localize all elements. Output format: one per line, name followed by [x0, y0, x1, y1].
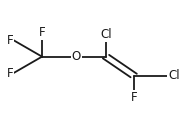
Text: F: F — [39, 26, 45, 39]
Text: O: O — [72, 50, 81, 63]
Text: Cl: Cl — [100, 28, 112, 41]
Text: Cl: Cl — [168, 69, 180, 82]
Text: F: F — [7, 67, 13, 80]
Text: F: F — [130, 91, 137, 104]
Text: F: F — [7, 34, 13, 47]
